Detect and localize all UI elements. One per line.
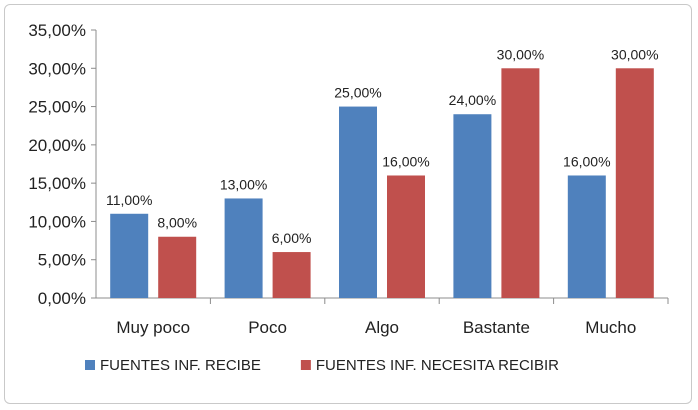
data-label: 16,00% xyxy=(563,153,610,169)
bar xyxy=(339,106,377,298)
bar xyxy=(158,236,197,298)
data-label: 11,00% xyxy=(106,192,152,208)
y-tick-label: 15,00% xyxy=(28,174,86,193)
legend-label: FUENTES INF. RECIBE xyxy=(100,357,261,374)
y-tick-label: 0,00% xyxy=(38,289,86,308)
y-tick-label: 30,00% xyxy=(28,59,86,78)
bar xyxy=(272,252,311,298)
bar xyxy=(453,114,492,298)
legend-swatch xyxy=(85,360,95,370)
data-label: 13,00% xyxy=(220,176,267,192)
data-label: 25,00% xyxy=(334,85,381,101)
data-label: 30,00% xyxy=(611,46,658,62)
bar xyxy=(224,198,263,298)
data-label: 24,00% xyxy=(449,92,496,108)
y-tick-label: 10,00% xyxy=(28,212,86,231)
bar xyxy=(501,68,540,299)
legend-label: FUENTES INF. NECESITA RECIBIR xyxy=(316,357,559,374)
y-tick-label: 35,00% xyxy=(28,21,86,40)
y-tick-label: 5,00% xyxy=(38,251,86,270)
bar xyxy=(387,175,425,298)
x-tick-label: Muy poco xyxy=(116,318,190,337)
y-tick-label: 25,00% xyxy=(28,98,86,117)
bar xyxy=(567,175,606,298)
data-label: 16,00% xyxy=(382,153,429,169)
bar xyxy=(615,68,654,299)
legend-swatch xyxy=(300,360,311,370)
x-tick-label: Poco xyxy=(248,318,287,337)
bar xyxy=(110,213,149,298)
x-tick-label: Algo xyxy=(365,318,399,337)
x-tick-label: Bastante xyxy=(463,318,530,337)
data-label: 6,00% xyxy=(272,230,312,246)
x-tick-label: Mucho xyxy=(585,318,636,337)
data-label: 8,00% xyxy=(157,215,197,231)
y-tick-label: 20,00% xyxy=(28,136,86,155)
data-label: 30,00% xyxy=(497,46,544,62)
